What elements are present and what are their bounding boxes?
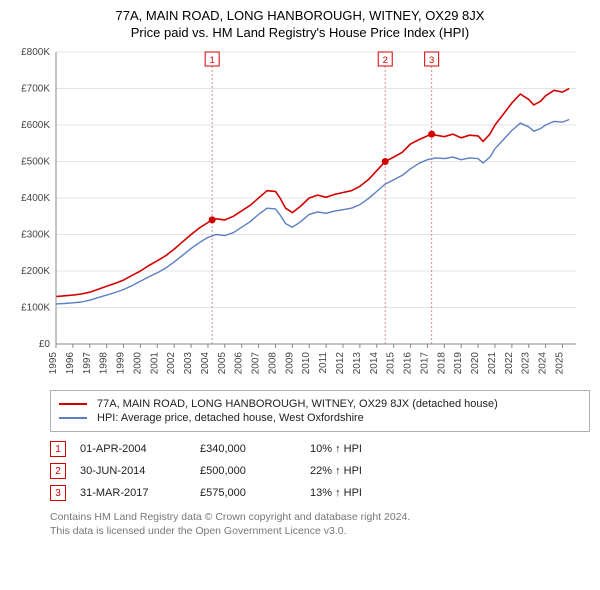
sale-date: 30-JUN-2014 — [80, 465, 200, 477]
sale-price: £340,000 — [200, 443, 310, 455]
sale-date: 01-APR-2004 — [80, 443, 200, 455]
sale-price: £575,000 — [200, 487, 310, 499]
svg-text:2010: 2010 — [301, 352, 312, 375]
sales-table: 1 01-APR-2004 £340,000 10% ↑ HPI 2 30-JU… — [50, 438, 590, 504]
svg-text:1: 1 — [210, 55, 215, 66]
svg-text:1999: 1999 — [116, 352, 127, 375]
footer-attribution: Contains HM Land Registry data © Crown c… — [50, 510, 590, 538]
svg-text:2021: 2021 — [487, 352, 498, 375]
svg-text:2013: 2013 — [352, 352, 363, 375]
sale-date: 31-MAR-2017 — [80, 487, 200, 499]
title-block: 77A, MAIN ROAD, LONG HANBOROUGH, WITNEY,… — [0, 0, 600, 44]
legend-label: 77A, MAIN ROAD, LONG HANBOROUGH, WITNEY,… — [97, 398, 498, 410]
table-row: 1 01-APR-2004 £340,000 10% ↑ HPI — [50, 438, 590, 460]
svg-text:2024: 2024 — [538, 352, 549, 375]
svg-text:2015: 2015 — [386, 352, 397, 375]
svg-text:2018: 2018 — [436, 352, 447, 375]
title-address: 77A, MAIN ROAD, LONG HANBOROUGH, WITNEY,… — [10, 8, 590, 23]
svg-text:£0: £0 — [39, 339, 51, 350]
svg-text:2014: 2014 — [369, 352, 380, 375]
sale-pct: 10% ↑ HPI — [310, 443, 430, 455]
table-row: 3 31-MAR-2017 £575,000 13% ↑ HPI — [50, 482, 590, 504]
svg-text:2019: 2019 — [453, 352, 464, 375]
svg-text:£600K: £600K — [21, 120, 50, 131]
svg-text:£500K: £500K — [21, 157, 50, 168]
page-root: 77A, MAIN ROAD, LONG HANBOROUGH, WITNEY,… — [0, 0, 600, 538]
svg-text:2023: 2023 — [521, 352, 532, 375]
sale-pct: 22% ↑ HPI — [310, 465, 430, 477]
table-row: 2 30-JUN-2014 £500,000 22% ↑ HPI — [50, 460, 590, 482]
svg-text:2017: 2017 — [419, 352, 430, 375]
svg-text:£300K: £300K — [21, 230, 50, 241]
sale-price: £500,000 — [200, 465, 310, 477]
svg-text:2020: 2020 — [470, 352, 481, 375]
legend-swatch — [59, 417, 87, 419]
legend-item: 77A, MAIN ROAD, LONG HANBOROUGH, WITNEY,… — [59, 397, 581, 411]
svg-text:1996: 1996 — [65, 352, 76, 375]
svg-text:2: 2 — [383, 55, 388, 66]
svg-text:2000: 2000 — [132, 352, 143, 375]
svg-text:2001: 2001 — [149, 352, 160, 375]
svg-text:2003: 2003 — [183, 352, 194, 375]
legend: 77A, MAIN ROAD, LONG HANBOROUGH, WITNEY,… — [50, 390, 590, 432]
svg-text:2007: 2007 — [251, 352, 262, 375]
svg-text:2005: 2005 — [217, 352, 228, 375]
footer-line: This data is licensed under the Open Gov… — [50, 524, 590, 538]
svg-text:2008: 2008 — [267, 352, 278, 375]
svg-text:2022: 2022 — [504, 352, 515, 375]
marker-box-icon: 1 — [50, 441, 66, 457]
svg-text:2006: 2006 — [234, 352, 245, 375]
svg-text:£100K: £100K — [21, 303, 50, 314]
svg-text:3: 3 — [429, 55, 434, 66]
title-subtitle: Price paid vs. HM Land Registry's House … — [10, 25, 590, 40]
svg-text:2002: 2002 — [166, 352, 177, 375]
footer-line: Contains HM Land Registry data © Crown c… — [50, 510, 590, 524]
svg-text:£200K: £200K — [21, 266, 50, 277]
svg-text:2011: 2011 — [318, 352, 329, 374]
legend-item: HPI: Average price, detached house, West… — [59, 411, 581, 425]
legend-swatch — [59, 403, 87, 405]
svg-text:1998: 1998 — [99, 352, 110, 375]
svg-text:2016: 2016 — [403, 352, 414, 375]
svg-text:2012: 2012 — [335, 352, 346, 375]
price-chart: £0 £100K £200K £300K £400K £500K £600K £700K £80… — [0, 44, 590, 384]
svg-text:2009: 2009 — [284, 352, 295, 375]
legend-label: HPI: Average price, detached house, West… — [97, 412, 364, 424]
svg-text:2025: 2025 — [554, 352, 565, 375]
marker-box-icon: 3 — [50, 485, 66, 501]
svg-text:2004: 2004 — [200, 352, 211, 375]
svg-text:£800K: £800K — [21, 47, 50, 58]
svg-text:£400K: £400K — [21, 193, 50, 204]
svg-text:1997: 1997 — [82, 352, 93, 375]
svg-text:£700K: £700K — [21, 84, 50, 95]
marker-box-icon: 2 — [50, 463, 66, 479]
chart-area: £0 £100K £200K £300K £400K £500K £600K £700K £80… — [0, 44, 600, 384]
svg-text:1995: 1995 — [48, 352, 59, 375]
sale-pct: 13% ↑ HPI — [310, 487, 430, 499]
